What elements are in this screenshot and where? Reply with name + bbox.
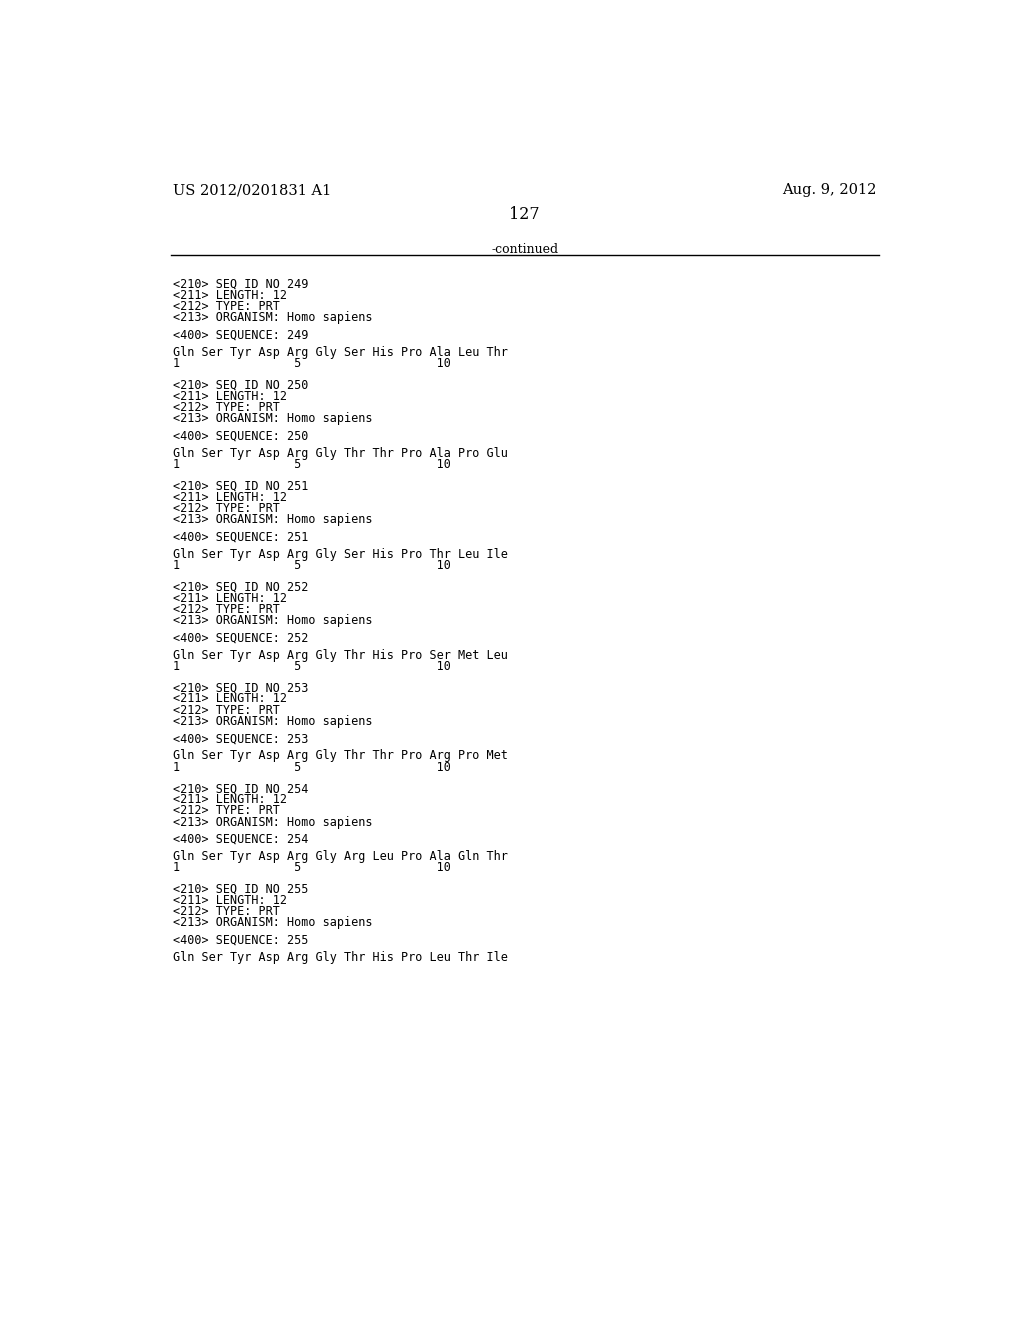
Text: <400> SEQUENCE: 251: <400> SEQUENCE: 251 — [173, 531, 308, 544]
Text: <400> SEQUENCE: 252: <400> SEQUENCE: 252 — [173, 631, 308, 644]
Text: Gln Ser Tyr Asp Arg Gly Thr His Pro Ser Met Leu: Gln Ser Tyr Asp Arg Gly Thr His Pro Ser … — [173, 648, 508, 661]
Text: -continued: -continued — [492, 243, 558, 256]
Text: Gln Ser Tyr Asp Arg Gly Thr Thr Pro Ala Pro Glu: Gln Ser Tyr Asp Arg Gly Thr Thr Pro Ala … — [173, 446, 508, 459]
Text: 1                5                   10: 1 5 10 — [173, 862, 451, 874]
Text: <210> SEQ ID NO 252: <210> SEQ ID NO 252 — [173, 581, 308, 594]
Text: <400> SEQUENCE: 254: <400> SEQUENCE: 254 — [173, 833, 308, 846]
Text: <211> LENGTH: 12: <211> LENGTH: 12 — [173, 894, 287, 907]
Text: Gln Ser Tyr Asp Arg Gly Thr Thr Pro Arg Pro Met: Gln Ser Tyr Asp Arg Gly Thr Thr Pro Arg … — [173, 750, 508, 763]
Text: <211> LENGTH: 12: <211> LENGTH: 12 — [173, 591, 287, 605]
Text: <210> SEQ ID NO 249: <210> SEQ ID NO 249 — [173, 277, 308, 290]
Text: <213> ORGANISM: Homo sapiens: <213> ORGANISM: Homo sapiens — [173, 412, 373, 425]
Text: US 2012/0201831 A1: US 2012/0201831 A1 — [173, 183, 331, 197]
Text: 1                5                   10: 1 5 10 — [173, 458, 451, 471]
Text: Gln Ser Tyr Asp Arg Gly Ser His Pro Ala Leu Thr: Gln Ser Tyr Asp Arg Gly Ser His Pro Ala … — [173, 346, 508, 359]
Text: <400> SEQUENCE: 255: <400> SEQUENCE: 255 — [173, 933, 308, 946]
Text: <213> ORGANISM: Homo sapiens: <213> ORGANISM: Homo sapiens — [173, 614, 373, 627]
Text: 1                5                   10: 1 5 10 — [173, 660, 451, 673]
Text: 1                5                   10: 1 5 10 — [173, 358, 451, 370]
Text: 1                5                   10: 1 5 10 — [173, 558, 451, 572]
Text: <212> TYPE: PRT: <212> TYPE: PRT — [173, 704, 280, 717]
Text: 1                5                   10: 1 5 10 — [173, 760, 451, 774]
Text: <213> ORGANISM: Homo sapiens: <213> ORGANISM: Homo sapiens — [173, 714, 373, 727]
Text: 127: 127 — [510, 206, 540, 223]
Text: <210> SEQ ID NO 251: <210> SEQ ID NO 251 — [173, 479, 308, 492]
Text: <213> ORGANISM: Homo sapiens: <213> ORGANISM: Homo sapiens — [173, 816, 373, 829]
Text: <212> TYPE: PRT: <212> TYPE: PRT — [173, 300, 280, 313]
Text: Gln Ser Tyr Asp Arg Gly Ser His Pro Thr Leu Ile: Gln Ser Tyr Asp Arg Gly Ser His Pro Thr … — [173, 548, 508, 561]
Text: <211> LENGTH: 12: <211> LENGTH: 12 — [173, 289, 287, 302]
Text: <211> LENGTH: 12: <211> LENGTH: 12 — [173, 793, 287, 807]
Text: Aug. 9, 2012: Aug. 9, 2012 — [782, 183, 877, 197]
Text: <213> ORGANISM: Homo sapiens: <213> ORGANISM: Homo sapiens — [173, 312, 373, 325]
Text: <210> SEQ ID NO 253: <210> SEQ ID NO 253 — [173, 681, 308, 694]
Text: <210> SEQ ID NO 255: <210> SEQ ID NO 255 — [173, 883, 308, 896]
Text: <400> SEQUENCE: 249: <400> SEQUENCE: 249 — [173, 329, 308, 342]
Text: Gln Ser Tyr Asp Arg Gly Arg Leu Pro Ala Gln Thr: Gln Ser Tyr Asp Arg Gly Arg Leu Pro Ala … — [173, 850, 508, 863]
Text: <211> LENGTH: 12: <211> LENGTH: 12 — [173, 693, 287, 705]
Text: <213> ORGANISM: Homo sapiens: <213> ORGANISM: Homo sapiens — [173, 513, 373, 525]
Text: <212> TYPE: PRT: <212> TYPE: PRT — [173, 401, 280, 414]
Text: <212> TYPE: PRT: <212> TYPE: PRT — [173, 502, 280, 515]
Text: <212> TYPE: PRT: <212> TYPE: PRT — [173, 804, 280, 817]
Text: Gln Ser Tyr Asp Arg Gly Thr His Pro Leu Thr Ile: Gln Ser Tyr Asp Arg Gly Thr His Pro Leu … — [173, 952, 508, 964]
Text: <211> LENGTH: 12: <211> LENGTH: 12 — [173, 389, 287, 403]
Text: <212> TYPE: PRT: <212> TYPE: PRT — [173, 906, 280, 919]
Text: <210> SEQ ID NO 254: <210> SEQ ID NO 254 — [173, 781, 308, 795]
Text: <400> SEQUENCE: 253: <400> SEQUENCE: 253 — [173, 733, 308, 744]
Text: <212> TYPE: PRT: <212> TYPE: PRT — [173, 603, 280, 615]
Text: <213> ORGANISM: Homo sapiens: <213> ORGANISM: Homo sapiens — [173, 916, 373, 929]
Text: <211> LENGTH: 12: <211> LENGTH: 12 — [173, 491, 287, 504]
Text: <400> SEQUENCE: 250: <400> SEQUENCE: 250 — [173, 429, 308, 442]
Text: <210> SEQ ID NO 250: <210> SEQ ID NO 250 — [173, 379, 308, 392]
